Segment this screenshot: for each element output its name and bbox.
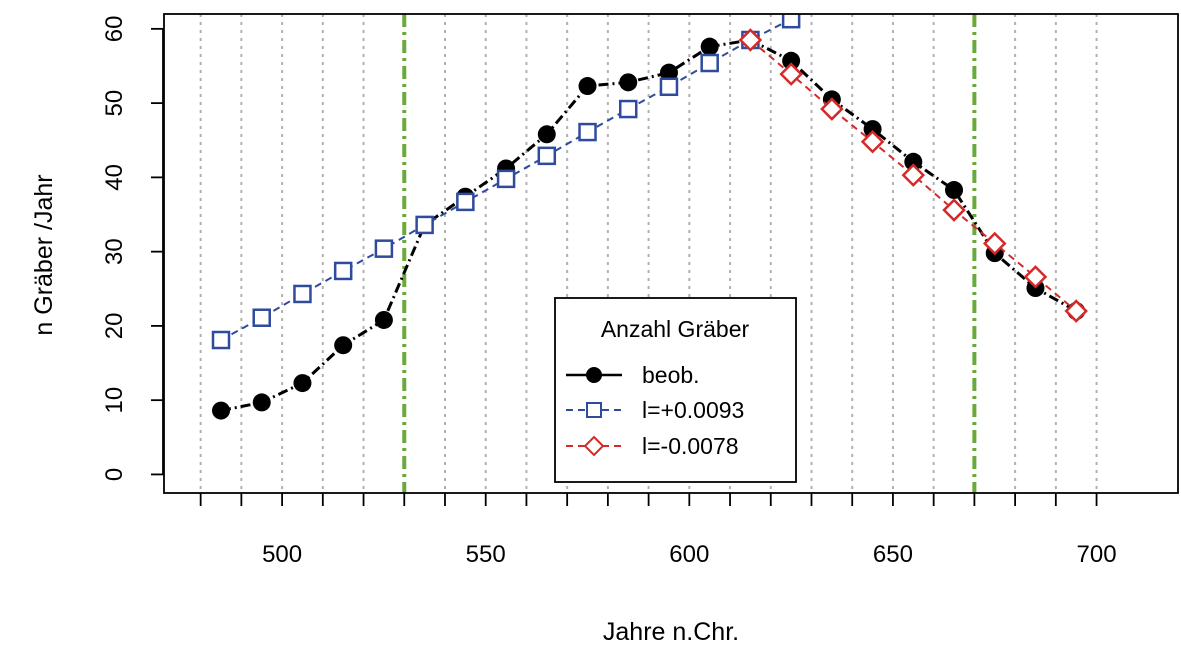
data-point <box>942 198 966 222</box>
data-point <box>374 239 394 258</box>
data-point <box>252 308 271 327</box>
data-point <box>738 28 763 52</box>
series-line <box>220 38 1077 413</box>
data-point <box>700 53 719 73</box>
data-point <box>293 374 312 393</box>
data-point <box>700 37 719 56</box>
y-tick-label: 20 <box>101 313 128 340</box>
legend-title: Anzahl Gräber <box>601 316 750 342</box>
y-tick-label: 40 <box>101 164 128 191</box>
data-point <box>901 163 926 187</box>
data-point <box>333 261 353 281</box>
legend-marker-open-diamond <box>583 435 605 457</box>
data-point <box>537 146 557 166</box>
legend: Anzahl Gräber beob. l=+0.0093 l=-0.0078 <box>554 297 797 483</box>
x-tick-label: 600 <box>669 541 709 568</box>
data-point <box>782 51 801 70</box>
data-point <box>779 62 803 86</box>
legend-marker-open-square <box>586 402 602 418</box>
x-tick-label: 700 <box>1077 541 1117 568</box>
legend-entry-beob: beob. <box>566 362 700 388</box>
data-point <box>415 215 434 235</box>
x-axis-label: Jahre n.Chr. <box>603 618 739 646</box>
data-point <box>456 192 475 212</box>
data-point <box>619 73 638 92</box>
data-point <box>659 63 678 82</box>
x-tick-label: 650 <box>873 541 913 568</box>
data-point <box>863 120 882 139</box>
y-tick-label: 30 <box>101 238 128 265</box>
data-point <box>1023 265 1048 289</box>
y-tick-label: 50 <box>101 90 128 117</box>
x-tick-label: 550 <box>466 541 506 568</box>
data-point <box>578 77 597 96</box>
legend-label: l=-0.0078 <box>642 433 739 459</box>
data-point <box>578 122 597 142</box>
grid-layer <box>199 14 1098 493</box>
data-point <box>904 152 923 171</box>
y-tick-label: 60 <box>101 16 128 43</box>
data-point <box>211 330 231 350</box>
data-point <box>860 129 885 154</box>
data-point <box>982 231 1007 256</box>
data-point <box>252 393 271 412</box>
y-axis-label: n Gräber /Jahr <box>30 174 58 335</box>
data-point <box>212 401 231 420</box>
series-open-diamond <box>738 28 1088 323</box>
y-tick-label: 10 <box>101 387 128 414</box>
data-point <box>293 284 312 304</box>
data-point <box>496 169 516 189</box>
y-tick-label: 0 <box>101 468 128 481</box>
data-point <box>945 181 964 200</box>
data-point <box>374 310 393 329</box>
legend-entry-plus: l=+0.0093 <box>566 397 744 423</box>
axes-layer: 0 10 20 30 40 50 60 500 550 600 650 700 <box>101 16 1117 568</box>
data-point <box>334 336 353 355</box>
series-layer <box>211 14 1088 420</box>
data-point <box>781 14 801 29</box>
series-line <box>749 39 1077 312</box>
legend-label: l=+0.0093 <box>642 397 744 423</box>
data-point <box>659 77 679 97</box>
legend-marker-filled-circle <box>586 367 602 383</box>
x-tick-label: 500 <box>262 541 302 568</box>
data-point <box>537 125 556 144</box>
data-point <box>618 99 638 119</box>
series-open-square <box>211 14 801 350</box>
data-point <box>1064 299 1088 323</box>
legend-label: beob. <box>642 362 700 388</box>
legend-entry-minus: l=-0.0078 <box>566 433 739 459</box>
plot-frame <box>163 13 1179 494</box>
data-point <box>820 97 844 121</box>
